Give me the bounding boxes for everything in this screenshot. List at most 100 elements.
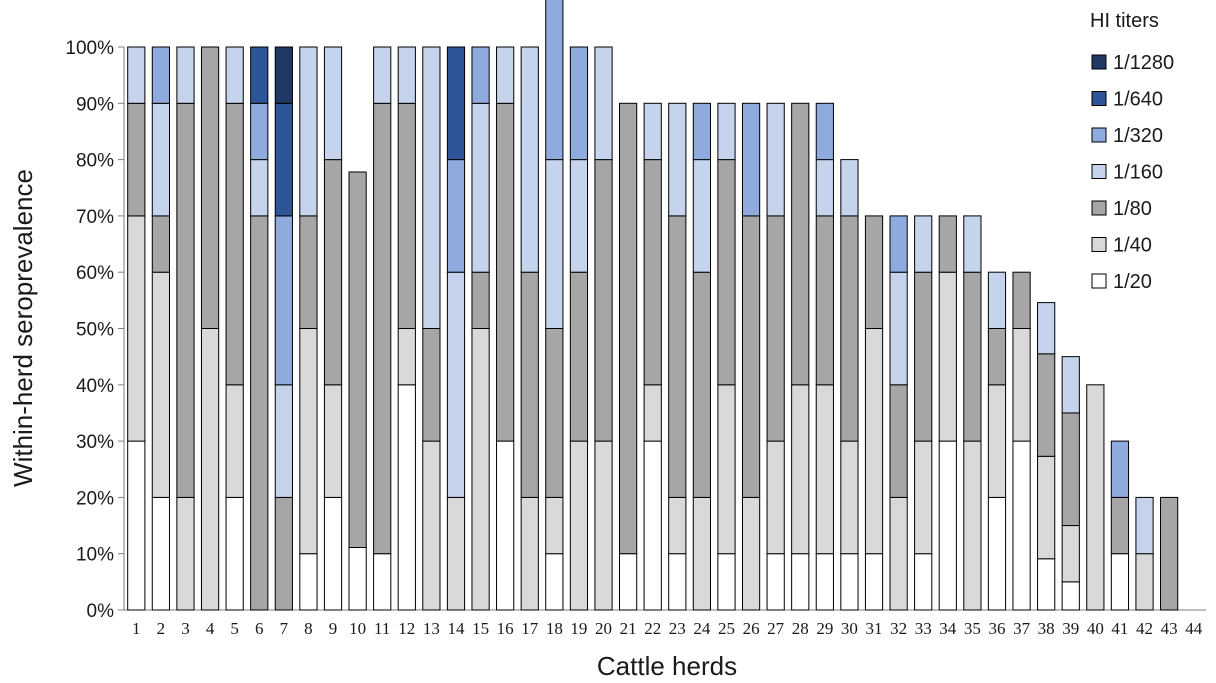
x-tick-label: 3: [181, 619, 190, 638]
x-tick-label: 7: [280, 619, 289, 638]
bar-segment: [569, 46, 589, 161]
bar-segment: [643, 159, 662, 386]
bar-segment: [225, 496, 244, 611]
bar-segment: [200, 328, 220, 611]
bar-segment: [594, 440, 613, 611]
bar-segment: [766, 440, 785, 555]
bar-segment: [668, 102, 687, 217]
bar-segment: [127, 215, 146, 442]
y-tick-label: 40%: [76, 376, 114, 397]
x-tick-label: 20: [595, 619, 612, 638]
bar-segment: [643, 102, 662, 161]
x-tick-label: 17: [521, 619, 539, 638]
bar-segment: [274, 384, 293, 498]
x-tick-label: 4: [206, 619, 215, 638]
bar-segment: [766, 553, 785, 611]
bar-segment: [766, 215, 785, 442]
bar-segment: [815, 102, 834, 161]
bar-segment: [668, 215, 687, 498]
bar-segment: [1086, 384, 1105, 611]
bar-segment: [938, 271, 957, 442]
bar-segment: [643, 384, 662, 442]
legend-swatch: [1091, 273, 1107, 289]
bar-segment: [594, 46, 613, 161]
bar-segment: [496, 102, 515, 442]
x-tick-label: 21: [620, 619, 637, 638]
bar-segment: [840, 440, 859, 555]
bar-segment: [496, 46, 515, 104]
y-tick-label: 20%: [76, 488, 114, 509]
bar-segment: [151, 496, 170, 611]
bar-segment: [692, 102, 711, 161]
bar-segment: [692, 496, 711, 611]
bar-segment: [914, 553, 933, 611]
bar-segment: [446, 496, 466, 611]
bar-segment: [225, 384, 244, 498]
legend-swatch: [1091, 54, 1107, 70]
bar-segment: [741, 496, 761, 611]
bar-segment: [397, 102, 416, 329]
bar-segment: [471, 102, 490, 273]
legend-label: 1/20: [1113, 271, 1152, 293]
bar-segment: [250, 159, 269, 217]
bar-segment: [914, 440, 933, 555]
x-tick-label: 25: [718, 619, 735, 638]
bar-segment: [987, 271, 1007, 330]
x-axis-title: Cattle herds: [597, 651, 737, 681]
bar-segment: [643, 440, 662, 611]
bar-segment: [274, 496, 293, 611]
bar-segment: [1110, 440, 1130, 498]
bar-segment: [422, 46, 441, 329]
legend-label: 1/1280: [1113, 52, 1174, 74]
y-tick-label: 50%: [76, 320, 114, 341]
bar-segment: [274, 102, 293, 217]
bar-segment: [889, 384, 908, 498]
legend: HI titers 1/1280 1/640 1/320 1/160 1/80 1/40 1…: [1090, 10, 1174, 293]
x-tick-label: 14: [447, 619, 465, 638]
bar-segment: [323, 159, 343, 386]
bar-segment: [348, 171, 367, 549]
bar-segment: [545, 159, 564, 329]
bar-segment: [471, 271, 490, 330]
bar-segment: [692, 159, 711, 273]
bar-segment: [569, 159, 589, 273]
bar-segment: [151, 215, 170, 273]
bar-segment: [668, 496, 687, 555]
bar-segment: [1037, 353, 1056, 457]
bar-segment: [274, 46, 293, 104]
x-tick-label: 34: [939, 619, 957, 638]
x-tick-label: 12: [398, 619, 415, 638]
y-tick-label: 100%: [65, 38, 114, 59]
bar-segment: [963, 271, 982, 442]
bar-segment: [299, 553, 318, 611]
y-tick-label: 10%: [76, 545, 114, 566]
legend-swatch: [1091, 164, 1107, 179]
x-tick-label: 18: [546, 619, 563, 638]
bar-segment: [889, 215, 908, 273]
x-tick-label: 28: [792, 619, 809, 638]
bar-segment: [1012, 328, 1031, 442]
bar-segment: [1037, 302, 1056, 355]
x-tick-label: 42: [1136, 619, 1153, 638]
legend-swatch: [1091, 200, 1107, 216]
x-tick-label: 31: [866, 619, 883, 638]
bar-segment: [250, 46, 269, 104]
x-tick-label: 19: [570, 619, 587, 638]
bar-segment: [299, 328, 318, 555]
y-tick-label: 90%: [76, 94, 114, 115]
bar-segment: [471, 46, 490, 104]
bar-segment: [151, 46, 170, 104]
bar-segment: [200, 46, 220, 329]
bar-segment: [127, 440, 146, 611]
bar-segment: [299, 215, 318, 329]
x-axis: 1 2 3 4 5 6 7 8 9 10 11 12 13 14 15 16 17 18 19 20 21 22 23 24 2…: [124, 609, 1206, 638]
bar-segment: [471, 328, 490, 611]
bar-segment: [864, 215, 884, 329]
bar-segment: [373, 102, 392, 555]
bar-segment: [864, 553, 884, 611]
bar-segment: [791, 384, 810, 555]
x-tick-label: 41: [1111, 619, 1128, 638]
x-tick-label: 16: [497, 619, 514, 638]
bar-segment: [151, 102, 170, 217]
y-tick-label: 30%: [76, 432, 114, 453]
